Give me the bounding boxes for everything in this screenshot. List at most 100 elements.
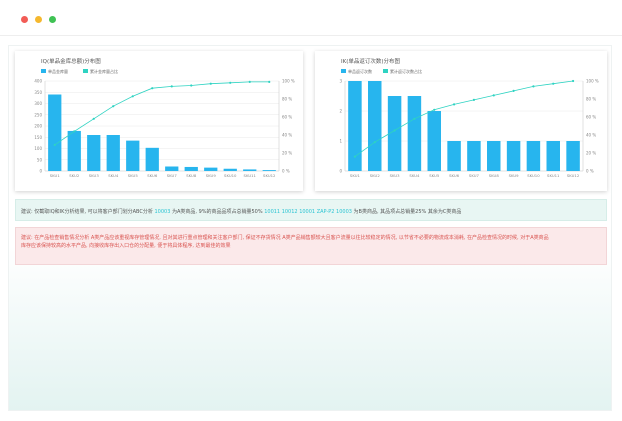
inventory-suggestion-note: 建议: 在产品检查销售情况分析 A类产品应该重视库存管理情况, 且对其进行重点管…	[15, 227, 607, 265]
note1-highlight-b: 10011 10012 10001 ZAP-P2 10003	[264, 209, 352, 215]
x-tick-label: SKU4	[108, 173, 119, 178]
legend-line-swatch	[383, 69, 388, 73]
bar	[145, 147, 159, 171]
cumulative-line	[354, 80, 574, 157]
x-tick-label: SKU12	[263, 173, 276, 178]
x-tick-label: SKU8	[489, 173, 500, 178]
line-point	[151, 87, 154, 90]
note1-suffix: 为B类商品, 其品项占总销量25% 其余为C类商品	[351, 209, 462, 215]
x-tick-label: SKU3	[89, 173, 100, 178]
y-right-tick-label: 60 %	[282, 115, 292, 120]
bar	[48, 94, 62, 171]
y-left-tick-label: 400	[34, 79, 42, 84]
minimize-window-button[interactable]	[35, 16, 42, 23]
y-left-tick-label: 2	[339, 109, 342, 114]
y-left-tick-label: 200	[34, 124, 42, 129]
bar	[506, 141, 521, 171]
maximize-window-button[interactable]	[49, 16, 56, 23]
x-tick-label: SKU12	[567, 173, 580, 178]
x-tick-label: SKU1	[50, 173, 61, 178]
x-tick-label: SKU6	[449, 173, 460, 178]
bar	[165, 166, 179, 171]
y-right-tick-label: 20 %	[282, 151, 292, 156]
line-point	[532, 85, 535, 88]
bar	[262, 170, 276, 171]
legend-line-swatch	[83, 69, 88, 73]
line-point	[393, 129, 396, 132]
line-point	[571, 79, 575, 83]
y-right-tick-label: 0 %	[282, 169, 290, 174]
line-point	[112, 105, 115, 108]
cumulative-line	[54, 81, 270, 146]
y-left-tick-label: 0	[39, 169, 42, 174]
note1-mid: 为A类商品, 9%的商品品项占总销量50%	[170, 209, 265, 215]
note2-line2: 库存应该保持较高的水平产品, 向接收库存出入口仓的分配量, 便于将具体程序, 达…	[21, 243, 231, 249]
y-right-tick-label: 100 %	[586, 79, 599, 84]
note1-highlight-a: 10003	[154, 209, 171, 215]
y-right-tick-label: 40 %	[282, 133, 292, 138]
x-tick-label: SKU7	[469, 173, 480, 178]
close-window-button[interactable]	[21, 16, 28, 23]
bar	[407, 96, 422, 171]
bar	[467, 141, 481, 171]
legend-bar-swatch	[41, 69, 46, 73]
note2-line1: 建议: 在产品检查销售情况分析 A类产品应该重视库存管理情况, 且对其进行重点管…	[21, 235, 549, 241]
y-right-tick-label: 80 %	[282, 97, 292, 102]
bar	[368, 81, 382, 171]
x-tick-label: SKU8	[186, 173, 197, 178]
chart-title: IQ(单品金库总额)分布图	[41, 57, 101, 65]
x-tick-label: SKU2	[370, 173, 381, 178]
y-left-tick-label: 350	[34, 90, 42, 95]
x-tick-label: SKU9	[509, 173, 520, 178]
note1-prefix: 建议: 仅截取IQ和IK分析结果, 可以将客户部门划分ABC分析	[21, 209, 155, 215]
y-left-tick-label: 300	[34, 101, 42, 106]
chart-title: IK(单品返订次数)分布图	[341, 57, 401, 65]
abc-suggestion-note: 建议: 仅截取IQ和IK分析结果, 可以将客户部门划分ABC分析 10003 为…	[15, 199, 607, 221]
y-left-tick-label: 150	[34, 135, 42, 140]
line-point	[492, 94, 495, 97]
bar	[447, 141, 461, 171]
x-tick-label: SKU9	[206, 173, 217, 178]
legend-line-label: 累计金库量占比	[90, 68, 118, 74]
legend-bar-label: 单品返订次数	[348, 68, 372, 74]
x-tick-label: SKU5	[128, 173, 139, 178]
line-point	[552, 82, 555, 85]
window-titlebar	[0, 0, 622, 36]
chart-legend: 单品返订次数 累计返订次数占比	[341, 68, 422, 74]
y-right-tick-label: 20 %	[586, 151, 596, 156]
line-point	[452, 103, 456, 106]
x-tick-label: SKU6	[147, 173, 158, 178]
bar	[387, 96, 402, 171]
line-point	[472, 98, 476, 101]
bar	[546, 141, 560, 171]
line-point	[229, 81, 232, 84]
line-point	[353, 155, 357, 158]
line-point	[512, 89, 515, 92]
bar	[87, 135, 101, 171]
x-tick-label: SKU5	[429, 173, 440, 178]
chart-legend: 单品金库量 累计金库量占比	[41, 68, 118, 74]
y-right-tick-label: 80 %	[586, 97, 596, 102]
y-left-tick-label: 3	[339, 79, 342, 84]
line-point	[433, 108, 436, 111]
bar	[526, 141, 541, 171]
y-right-tick-label: 0 %	[586, 169, 594, 174]
y-right-tick-label: 40 %	[586, 133, 596, 138]
bar	[487, 141, 501, 171]
x-tick-label: SKU11	[244, 173, 257, 178]
line-point	[92, 117, 95, 120]
line-point	[53, 143, 56, 146]
bar	[427, 111, 441, 171]
x-tick-label: SKU11	[547, 173, 560, 178]
y-right-tick-label: 100 %	[282, 79, 295, 84]
bar	[566, 141, 580, 171]
legend-line-label: 累计返订次数占比	[390, 68, 422, 74]
y-left-tick-label: 50	[37, 157, 43, 162]
bar	[67, 130, 81, 171]
line-point	[131, 95, 134, 98]
line-point	[268, 80, 271, 83]
bar	[106, 135, 120, 171]
report-content: IQ(单品金库总额)分布图 单品金库量 累计金库量占比 0 50 100 150 200 250…	[8, 45, 612, 411]
